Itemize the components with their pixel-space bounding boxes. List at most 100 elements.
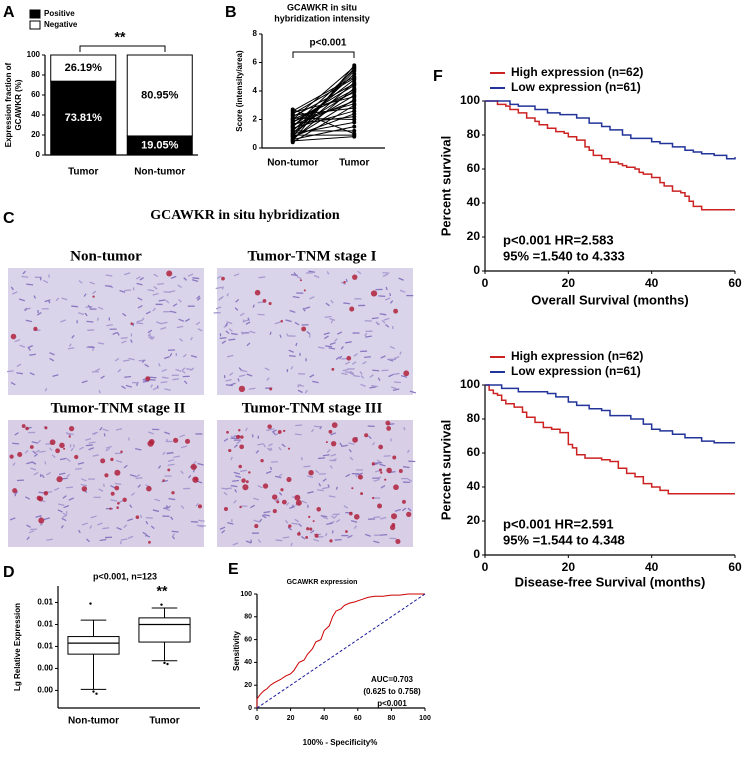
tissue-fiber [66, 432, 74, 435]
tissue-fiber [147, 332, 152, 337]
y-axis-label: Percent survival [438, 420, 453, 520]
tissue-fiber [33, 295, 37, 299]
tissue-fiber [290, 273, 298, 277]
tissue-fiber [154, 498, 161, 502]
series-line [256, 593, 425, 708]
tissue-fiber [105, 274, 113, 277]
tissue-fiber [301, 500, 308, 504]
stain-spot [190, 463, 197, 470]
tissue-fiber [150, 525, 155, 530]
annotation: 95% =1.540 to 4.333 [503, 248, 625, 263]
tissue-fiber [371, 385, 378, 388]
tissue-fiber [409, 390, 416, 394]
data-point [352, 87, 357, 92]
tissue-fiber [376, 459, 381, 464]
tissue-fiber [323, 335, 329, 340]
stain-spot [104, 473, 109, 478]
tissue-fiber [231, 332, 238, 336]
stain-spot [267, 424, 272, 429]
tissue-fiber [12, 291, 18, 295]
tissue-fiber [197, 328, 203, 332]
significance-bracket [79, 45, 355, 58]
tissue-fiber [399, 351, 402, 355]
tissue-fiber [235, 298, 240, 303]
tissue-fiber [234, 489, 238, 493]
tissue-fiber [196, 295, 201, 300]
tissue-fiber [123, 524, 128, 529]
y-tick-label: 0 [473, 263, 480, 277]
data-point [352, 103, 357, 108]
tissue-fiber [12, 442, 20, 445]
data-point [290, 138, 295, 143]
y-tick-label: 20 [31, 130, 40, 139]
series-line [485, 100, 735, 211]
tissue-fiber [161, 376, 169, 379]
tissue-fiber [372, 441, 376, 446]
tissue-fiber [58, 472, 66, 476]
tissue-fiber [325, 302, 330, 307]
tissue-fiber [46, 471, 51, 476]
tissue-fiber [160, 321, 168, 325]
tissue-fiber [309, 296, 315, 300]
stain-spot [122, 497, 127, 503]
tissue-fiber [170, 275, 177, 279]
tissue-fiber [102, 428, 109, 432]
y-axis-label: Expression fraction of [4, 62, 13, 147]
tissue-fiber [301, 535, 306, 540]
tissue-fiber [403, 427, 406, 431]
tissue-fiber [248, 387, 256, 390]
stain-spot [239, 505, 242, 509]
tissue-fiber [183, 277, 188, 281]
tissue-fiber [323, 332, 330, 336]
tissue-fiber [394, 508, 401, 512]
tissue-fiber [14, 339, 21, 343]
tissue-fiber [220, 295, 224, 300]
annotation: ** [115, 29, 126, 45]
tissue-fiber [86, 538, 90, 543]
tissue-fiber [32, 450, 37, 455]
reference-line [256, 593, 426, 709]
y-tick-label: 100 [460, 93, 480, 107]
tissue-fiber [190, 336, 194, 341]
legend-label: High expression (n=62) [511, 349, 643, 363]
tissue-fiber [348, 442, 355, 446]
tissue-fiber [10, 286, 14, 291]
x-axis-label: Overall Survival (months) [531, 292, 689, 307]
data-point [290, 120, 295, 125]
stain-spot [303, 289, 306, 292]
y-tick-label: 40 [467, 195, 481, 209]
data-point [290, 113, 295, 118]
series-line [292, 96, 355, 113]
tissue-fiber [320, 514, 328, 518]
tissue-fiber [160, 381, 168, 384]
tissue-fiber [102, 527, 110, 530]
stain-spot [238, 385, 246, 393]
tissue-fiber [268, 447, 273, 452]
tissue-fiber [105, 445, 112, 449]
tissue-fiber [294, 321, 300, 326]
stain-spot [146, 485, 152, 492]
stain-spot [145, 376, 151, 382]
data-point [352, 64, 357, 69]
tissue-fiber [31, 441, 39, 444]
tissue-fiber [164, 388, 171, 391]
stain-spot [114, 485, 120, 491]
annotation: ** [157, 583, 168, 599]
tissue-fiber [261, 514, 267, 519]
panel-title: GCAWKR in situ hybridization [150, 208, 340, 223]
tissue-fiber [363, 356, 371, 359]
tissue-fiber [325, 345, 333, 348]
tissue-fiber [392, 388, 400, 392]
tissue-fiber [380, 516, 387, 520]
stain-spot [241, 478, 246, 483]
tissue-fiber [85, 437, 92, 441]
stain-spot [25, 426, 29, 431]
series-line [292, 94, 355, 133]
tissue-fiber [148, 336, 154, 340]
tissue-fiber [268, 443, 273, 447]
tissue-fiber [334, 338, 338, 342]
y-tick-label: 0.00 [37, 686, 53, 695]
stain-spot [391, 522, 396, 527]
tissue-fiber [9, 517, 16, 521]
legend-swatch [29, 20, 41, 30]
